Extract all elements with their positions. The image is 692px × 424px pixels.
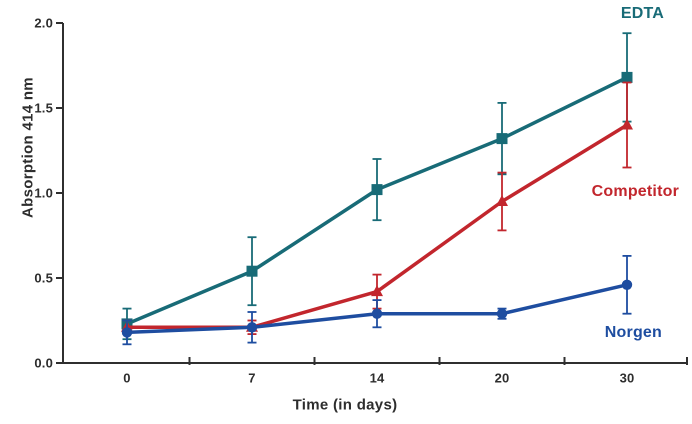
x-tick-label: 0 bbox=[123, 370, 131, 386]
y-tick-label: 1.0 bbox=[34, 185, 53, 201]
x-tick-label: 30 bbox=[619, 370, 635, 386]
series-label-edta: EDTA bbox=[620, 5, 664, 22]
x-axis-title: Time (in days) bbox=[292, 396, 398, 414]
y-tick-label: 0.5 bbox=[34, 270, 53, 286]
y-tick-label: 0.0 bbox=[34, 355, 53, 371]
x-tick-label: 14 bbox=[369, 370, 385, 386]
series-label-competitor: Competitor bbox=[591, 183, 679, 200]
x-tick-label: 7 bbox=[248, 370, 256, 386]
x-tick-label: 20 bbox=[494, 370, 510, 386]
y-tick-label: 2.0 bbox=[34, 15, 53, 31]
series-label-norgen: Norgen bbox=[604, 324, 662, 341]
y-tick-label: 1.5 bbox=[34, 100, 53, 116]
